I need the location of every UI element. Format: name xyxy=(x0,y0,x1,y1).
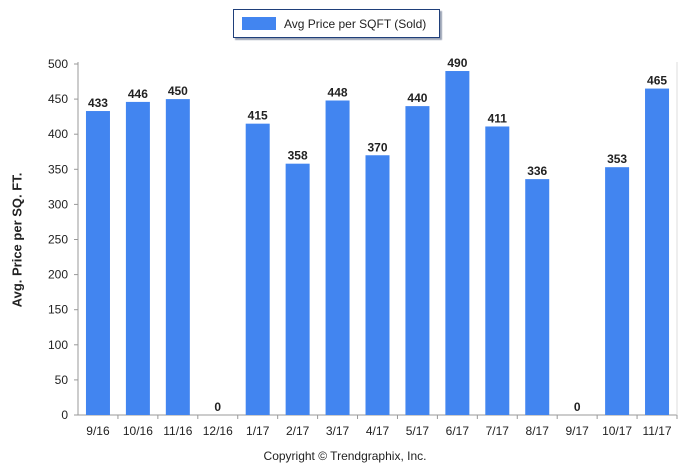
x-tick-label: 10/17 xyxy=(602,424,632,438)
y-tick-label: 350 xyxy=(48,162,68,176)
bar xyxy=(85,111,110,415)
data-label: 433 xyxy=(88,96,108,110)
data-label: 415 xyxy=(248,109,268,123)
data-label: 358 xyxy=(288,149,308,163)
y-tick-label: 400 xyxy=(48,127,68,141)
x-tick-label: 12/16 xyxy=(203,424,233,438)
y-tick-label: 200 xyxy=(48,268,68,282)
y-tick-label: 150 xyxy=(48,303,68,317)
x-tick-label: 3/17 xyxy=(326,424,350,438)
y-axis-label: Avg. Price per SQ. FT. xyxy=(9,172,25,308)
data-label: 446 xyxy=(128,87,148,101)
data-label: 448 xyxy=(328,86,348,100)
x-tick-label: 11/16 xyxy=(163,424,192,438)
x-tick-label: 6/17 xyxy=(446,424,470,438)
copyright-footer: Copyright © Trendgraphix, Inc. xyxy=(263,449,427,463)
x-tick-label: 9/16 xyxy=(86,424,110,438)
bar xyxy=(485,126,510,415)
data-label: 353 xyxy=(607,152,627,166)
bar xyxy=(125,101,150,416)
data-label: 490 xyxy=(447,56,467,70)
x-tick-label: 5/17 xyxy=(406,424,430,438)
bar xyxy=(165,99,190,415)
x-tick-label: 11/17 xyxy=(642,424,671,438)
data-label: 370 xyxy=(367,140,387,154)
y-tick-label: 300 xyxy=(48,197,68,211)
data-label: 411 xyxy=(488,111,508,125)
bar xyxy=(645,88,670,415)
y-tick-label: 50 xyxy=(55,373,69,387)
bar xyxy=(245,123,270,416)
x-tick-label: 7/17 xyxy=(486,424,510,438)
bar xyxy=(285,163,310,415)
data-label: 0 xyxy=(574,400,581,414)
bar xyxy=(365,155,390,415)
y-tick-label: 450 xyxy=(48,92,68,106)
data-label: 336 xyxy=(527,164,547,178)
legend-label: Avg Price per SQFT (Sold) xyxy=(284,16,427,31)
bar xyxy=(325,100,350,415)
bar xyxy=(605,167,630,415)
x-tick-label: 10/16 xyxy=(123,424,153,438)
x-tick-label: 4/17 xyxy=(366,424,390,438)
x-tick-label: 8/17 xyxy=(526,424,550,438)
legend-swatch xyxy=(242,17,276,30)
y-tick-label: 500 xyxy=(48,57,68,71)
bar xyxy=(445,71,470,416)
y-tick-label: 100 xyxy=(48,338,68,352)
x-tick-label: 1/17 xyxy=(246,424,270,438)
y-tick-label: 0 xyxy=(61,408,68,422)
data-label: 465 xyxy=(647,74,667,88)
data-label: 0 xyxy=(214,400,221,414)
bar xyxy=(405,106,430,416)
x-tick-label: 2/17 xyxy=(286,424,310,438)
y-tick-label: 250 xyxy=(48,233,68,247)
data-label: 440 xyxy=(407,91,427,105)
data-label: 450 xyxy=(168,84,188,98)
x-tick-label: 9/17 xyxy=(565,424,589,438)
legend: Avg Price per SQFT (Sold) xyxy=(233,9,440,38)
bar xyxy=(525,179,550,415)
